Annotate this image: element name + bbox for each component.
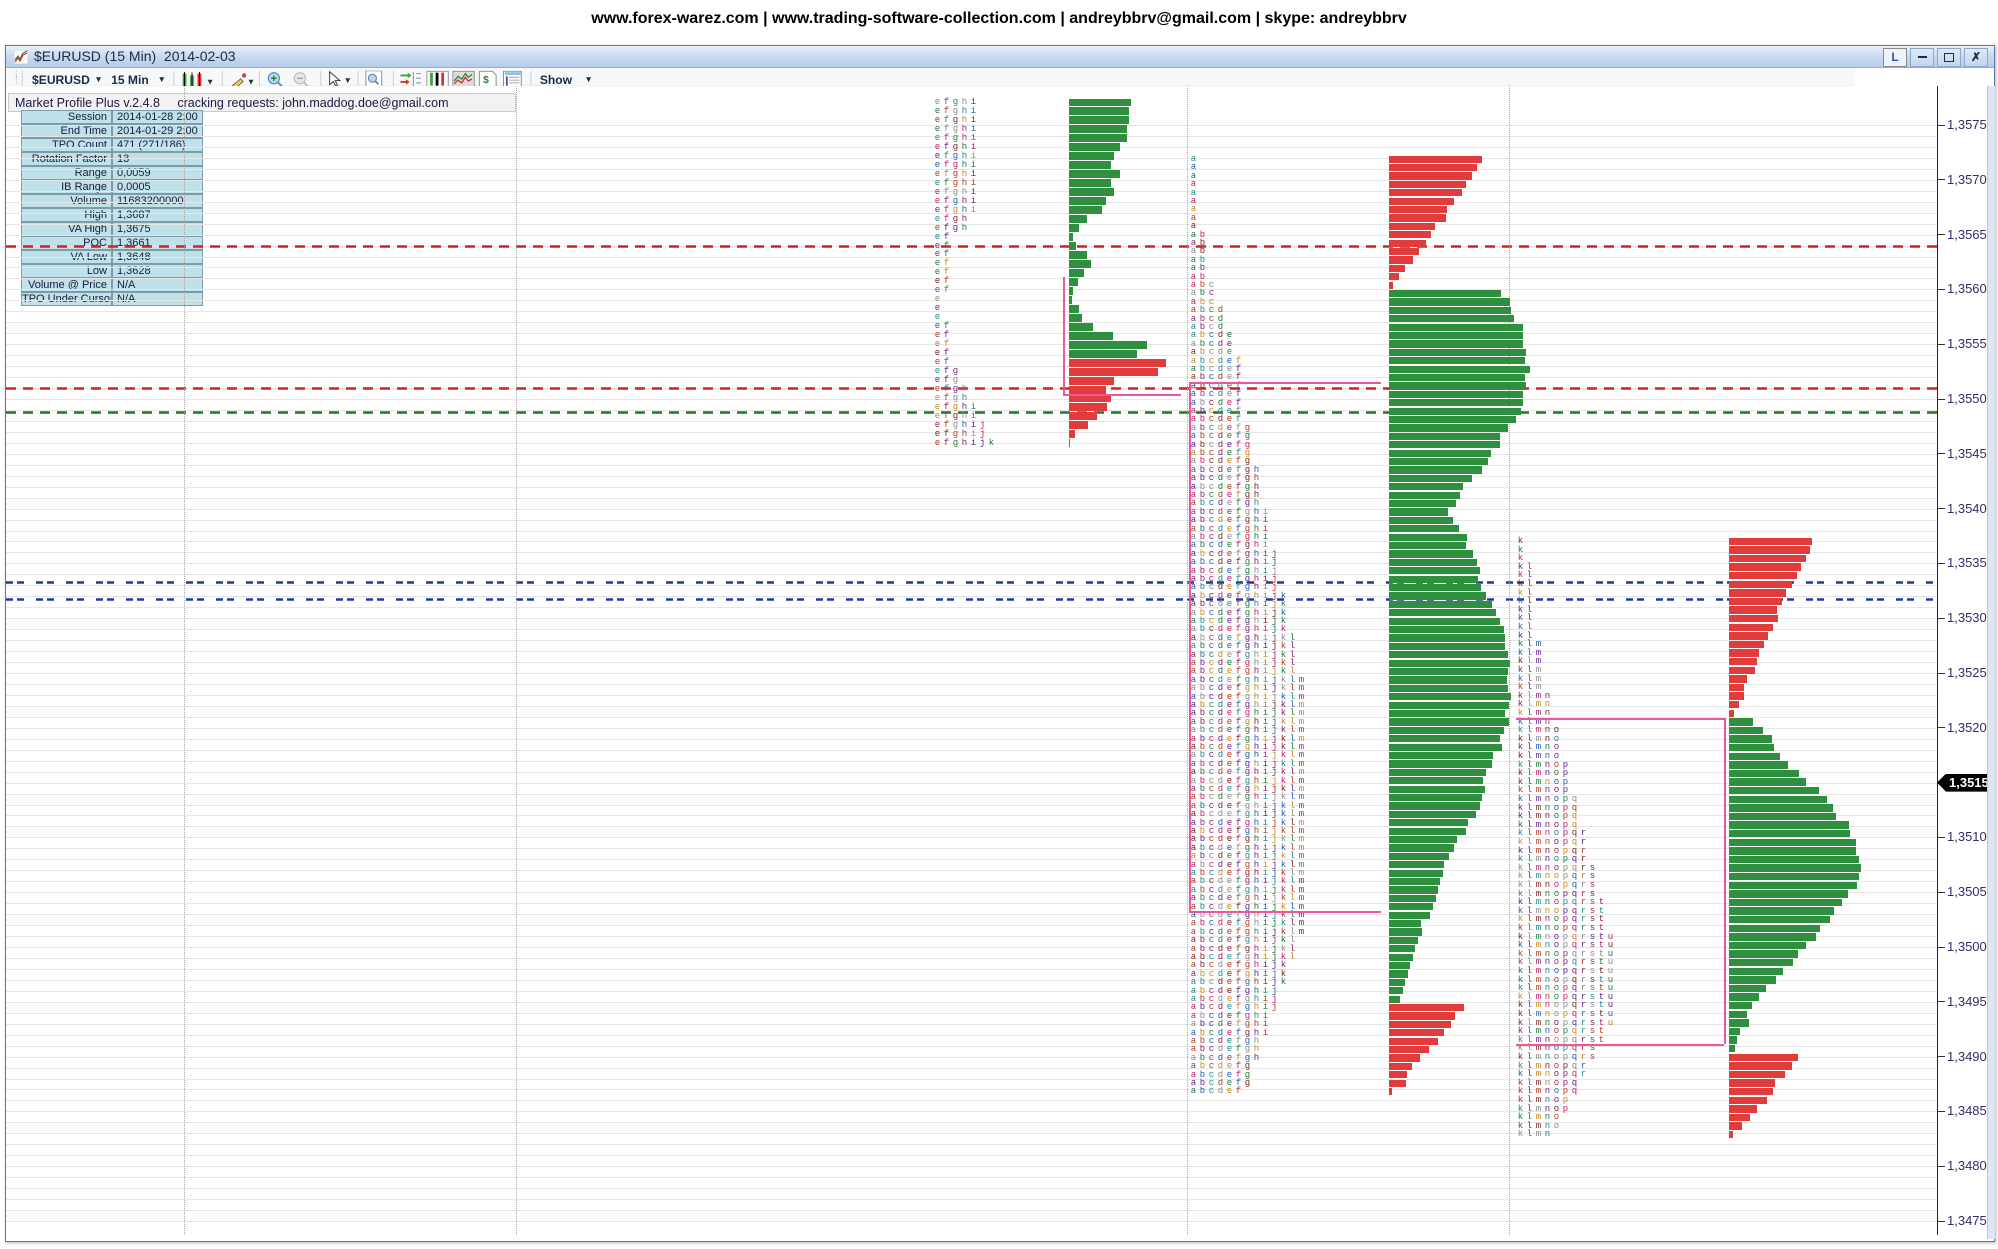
svg-text:$: $	[483, 75, 489, 86]
svg-text:▼: ▼	[344, 75, 352, 85]
